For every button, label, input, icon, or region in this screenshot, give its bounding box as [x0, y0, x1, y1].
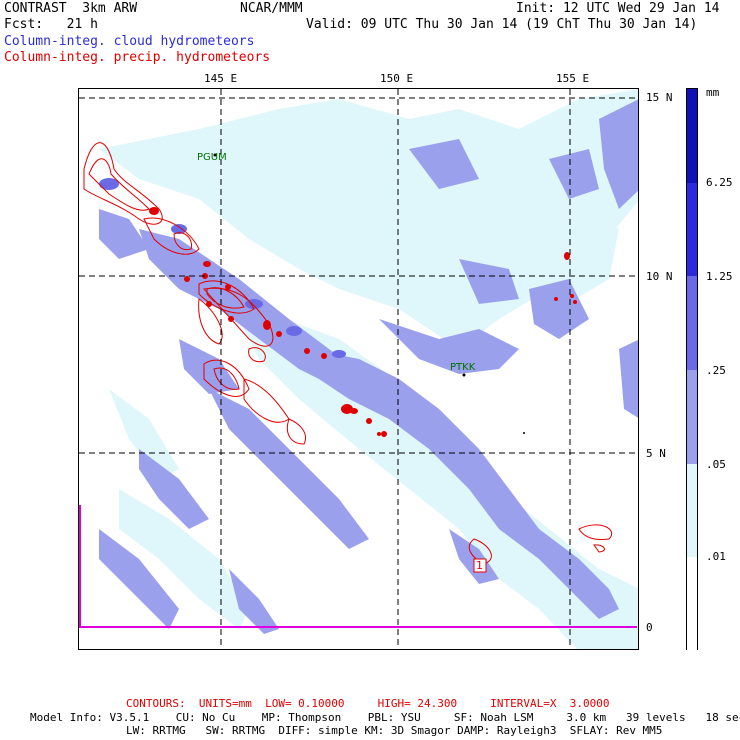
lon-label-150: 150 E [380, 72, 414, 85]
model-info-line1: Model Info: V3.5.1 CU: No Cu MP: Thompso… [30, 711, 740, 724]
colorbar-label-1-25: 1.25 [706, 270, 733, 283]
colorbar-level-2 [687, 464, 697, 557]
lat-label-15: 15 N [646, 91, 673, 104]
precip-max-spots [149, 207, 577, 437]
cloud-level-mid [99, 99, 638, 634]
colorbar-level-3 [687, 370, 697, 464]
field-cloud-label: Column-integ. cloud hydrometeors [4, 34, 255, 49]
colorbar-label-6-25: 6.25 [706, 176, 733, 189]
colorbar-level-5 [687, 183, 697, 276]
boundary-line [79, 505, 637, 628]
lon-label-155: 155 E [556, 72, 590, 85]
forecast-map [78, 88, 639, 650]
colorbar-label-0-01: .01 [706, 550, 726, 563]
init-time: Init: 12 UTC Wed 29 Jan 14 [516, 1, 720, 16]
min-max-marker-box [473, 558, 487, 573]
station-label-ptkk: PTKK [450, 362, 476, 373]
map-graphic [79, 89, 638, 649]
lat-lon-grid [79, 89, 638, 649]
colorbar-level-6 [687, 89, 697, 183]
lat-label-10: 10 N [646, 270, 673, 283]
model-info-line2: LW: RRTMG SW: RRTMG DIFF: simple KM: 3D … [126, 724, 663, 737]
lat-label-0: 0 [646, 621, 653, 634]
colorbar-unit: mm [706, 86, 720, 99]
valid-time: Valid: 09 UTC Thu 30 Jan 14 (19 ChT Thu … [306, 17, 698, 32]
agency-label: NCAR/MMM [240, 1, 303, 16]
station-marks [213, 97, 525, 434]
model-title: CONTRAST 3km ARW [4, 1, 138, 16]
colorbar [686, 88, 698, 650]
colorbar-label-0-05: .05 [706, 458, 726, 471]
lon-label-145: 145 E [204, 72, 238, 85]
station-label-pgum: PGUM [197, 152, 227, 163]
cloud-level-high [99, 178, 346, 358]
colorbar-level-4 [687, 276, 697, 370]
precip-marker-label: 1 [476, 559, 483, 572]
contours-info: CONTOURS: UNITS=mm LOW= 0.10000 HIGH= 24… [126, 697, 610, 710]
colorbar-label-0-25: .25 [706, 364, 726, 377]
forecast-hour: Fcst: 21 h [4, 17, 98, 32]
lat-label-5: 5 N [646, 447, 666, 460]
field-precip-label: Column-integ. precip. hydrometeors [4, 50, 271, 65]
colorbar-level-1 [687, 557, 697, 650]
